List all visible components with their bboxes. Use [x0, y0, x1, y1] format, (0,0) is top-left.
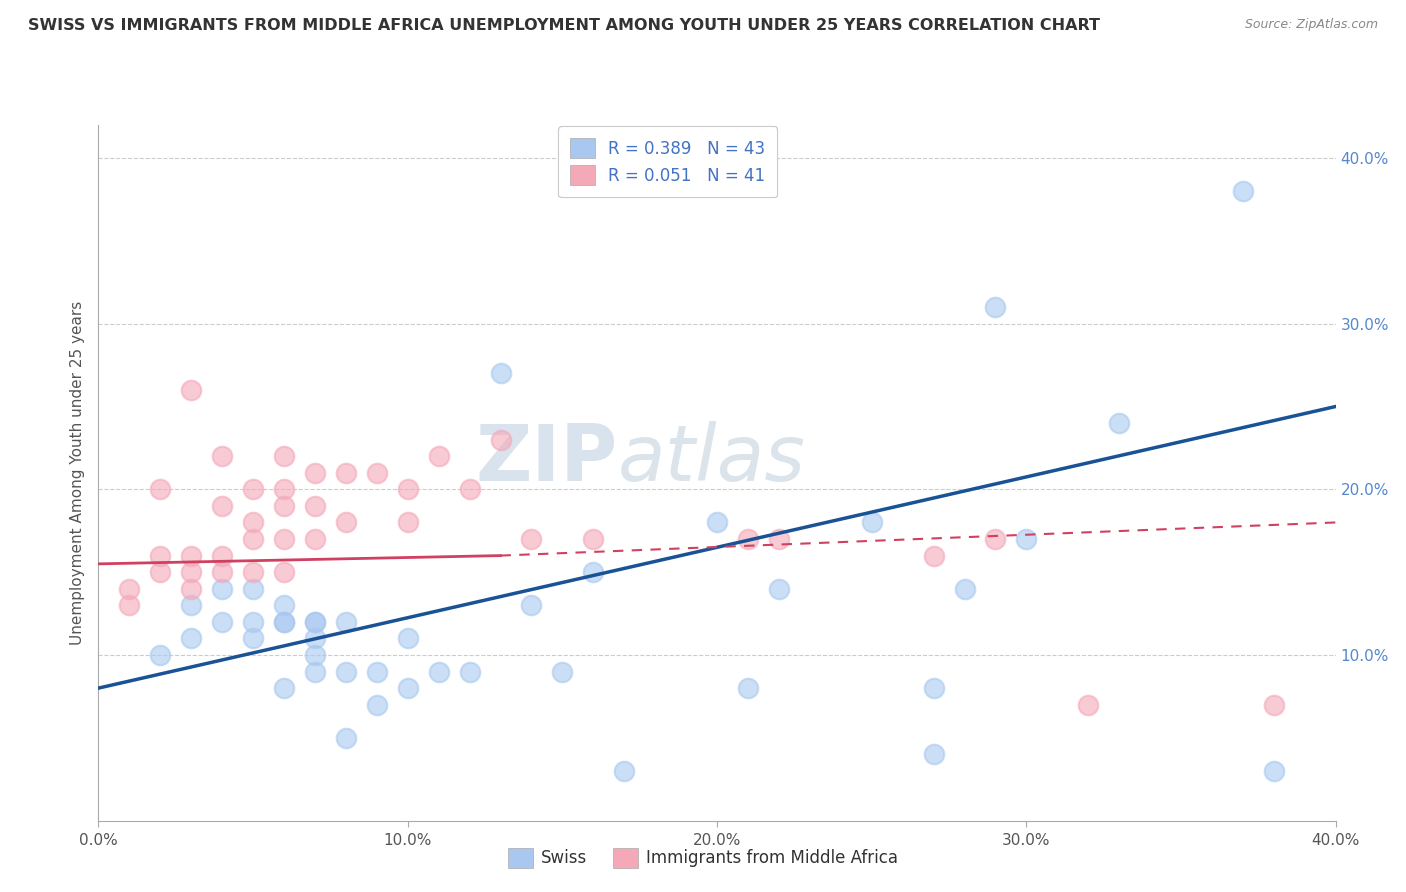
- Point: [458, 483, 481, 497]
- Point: [211, 582, 233, 596]
- Point: [304, 648, 326, 662]
- Point: [427, 665, 450, 679]
- Point: [242, 582, 264, 596]
- Text: atlas: atlas: [619, 421, 806, 497]
- Point: [211, 565, 233, 579]
- Point: [1232, 184, 1254, 198]
- Point: [706, 516, 728, 530]
- Point: [180, 582, 202, 596]
- Point: [273, 681, 295, 695]
- Text: SWISS VS IMMIGRANTS FROM MIDDLE AFRICA UNEMPLOYMENT AMONG YOUTH UNDER 25 YEARS C: SWISS VS IMMIGRANTS FROM MIDDLE AFRICA U…: [28, 18, 1099, 33]
- Point: [396, 483, 419, 497]
- Point: [273, 499, 295, 513]
- Point: [273, 615, 295, 629]
- Point: [489, 433, 512, 447]
- Point: [242, 483, 264, 497]
- Point: [180, 599, 202, 613]
- Point: [396, 516, 419, 530]
- Point: [922, 549, 945, 563]
- Point: [613, 764, 636, 778]
- Point: [520, 532, 543, 546]
- Text: Source: ZipAtlas.com: Source: ZipAtlas.com: [1244, 18, 1378, 31]
- Point: [273, 615, 295, 629]
- Point: [984, 300, 1007, 314]
- Point: [304, 615, 326, 629]
- Point: [180, 565, 202, 579]
- Point: [582, 532, 605, 546]
- Legend: Swiss, Immigrants from Middle Africa: Swiss, Immigrants from Middle Africa: [502, 841, 904, 875]
- Point: [768, 532, 790, 546]
- Point: [273, 565, 295, 579]
- Point: [582, 565, 605, 579]
- Point: [211, 499, 233, 513]
- Point: [335, 615, 357, 629]
- Point: [551, 665, 574, 679]
- Point: [304, 466, 326, 480]
- Point: [335, 731, 357, 745]
- Point: [335, 665, 357, 679]
- Point: [149, 565, 172, 579]
- Point: [242, 565, 264, 579]
- Point: [180, 632, 202, 646]
- Point: [366, 698, 388, 712]
- Point: [366, 466, 388, 480]
- Point: [149, 483, 172, 497]
- Point: [1263, 764, 1285, 778]
- Point: [211, 549, 233, 563]
- Point: [273, 532, 295, 546]
- Point: [335, 516, 357, 530]
- Point: [953, 582, 976, 596]
- Point: [304, 632, 326, 646]
- Point: [1015, 532, 1038, 546]
- Point: [1263, 698, 1285, 712]
- Point: [180, 549, 202, 563]
- Point: [118, 599, 141, 613]
- Point: [922, 747, 945, 762]
- Point: [737, 681, 759, 695]
- Point: [737, 532, 759, 546]
- Point: [922, 681, 945, 695]
- Point: [427, 449, 450, 463]
- Point: [273, 599, 295, 613]
- Point: [242, 532, 264, 546]
- Point: [304, 499, 326, 513]
- Point: [273, 449, 295, 463]
- Point: [118, 582, 141, 596]
- Legend: R = 0.389   N = 43, R = 0.051   N = 41: R = 0.389 N = 43, R = 0.051 N = 41: [558, 127, 778, 197]
- Point: [458, 665, 481, 679]
- Point: [1108, 416, 1130, 430]
- Point: [984, 532, 1007, 546]
- Point: [149, 549, 172, 563]
- Point: [242, 516, 264, 530]
- Point: [366, 665, 388, 679]
- Point: [304, 665, 326, 679]
- Point: [1077, 698, 1099, 712]
- Point: [304, 532, 326, 546]
- Text: ZIP: ZIP: [475, 421, 619, 497]
- Point: [304, 615, 326, 629]
- Point: [396, 632, 419, 646]
- Point: [149, 648, 172, 662]
- Point: [335, 466, 357, 480]
- Point: [396, 681, 419, 695]
- Point: [211, 449, 233, 463]
- Point: [180, 383, 202, 397]
- Point: [860, 516, 883, 530]
- Point: [768, 582, 790, 596]
- Point: [273, 483, 295, 497]
- Point: [211, 615, 233, 629]
- Point: [489, 367, 512, 381]
- Point: [242, 615, 264, 629]
- Y-axis label: Unemployment Among Youth under 25 years: Unemployment Among Youth under 25 years: [69, 301, 84, 645]
- Point: [242, 632, 264, 646]
- Point: [520, 599, 543, 613]
